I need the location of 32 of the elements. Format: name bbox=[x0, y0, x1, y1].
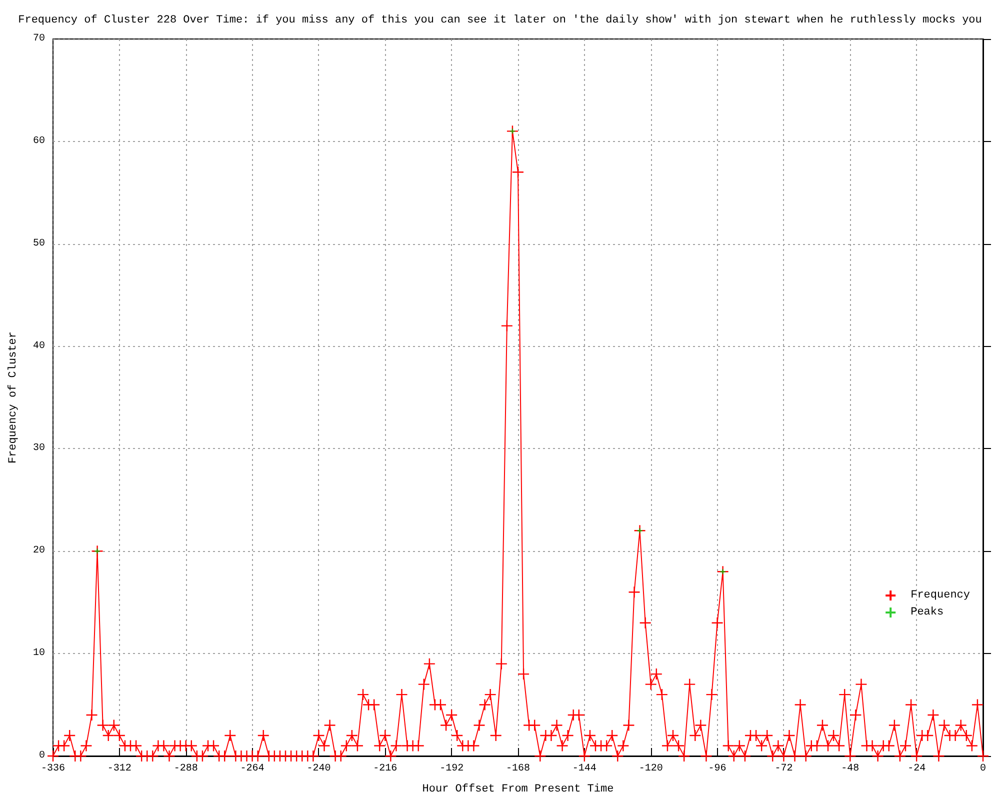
x-tick-label: -72 bbox=[774, 764, 793, 774]
x-tick-label: -216 bbox=[373, 764, 398, 774]
y-tick-label: 60 bbox=[32, 136, 45, 147]
point bbox=[94, 548, 100, 554]
legend-label: Peaks bbox=[910, 606, 944, 618]
y-tick-label: 50 bbox=[32, 238, 45, 250]
y-tick-label: 30 bbox=[32, 443, 45, 454]
point bbox=[636, 528, 643, 534]
x-tick-label: -336 bbox=[40, 764, 66, 774]
x-tick-label: 0 bbox=[980, 764, 986, 774]
x-tick-label: -312 bbox=[107, 764, 132, 774]
x-tick-label: -96 bbox=[708, 764, 726, 774]
y-tick-label: 70 bbox=[32, 34, 45, 44]
y-axis-title: Frequency of Cluster bbox=[8, 331, 20, 464]
x-axis-title: Hour Offset From Present Time bbox=[422, 784, 614, 796]
x-tick-label: -264 bbox=[240, 764, 264, 774]
x-tick-label: -120 bbox=[638, 764, 663, 774]
x-tick-label: -288 bbox=[174, 764, 198, 774]
y-tick-label: 0 bbox=[38, 750, 45, 762]
x-tick-label: -192 bbox=[440, 764, 464, 774]
x-tick-label: -168 bbox=[506, 764, 530, 774]
x-tick-label: -240 bbox=[306, 764, 331, 774]
x-tick-label: -48 bbox=[841, 764, 860, 774]
y-tick-label: 20 bbox=[32, 546, 45, 557]
legend-label: Frequency bbox=[910, 590, 970, 602]
point bbox=[509, 128, 516, 134]
chart-title: Frequency of Cluster 228 Over Time: if you miss any of this you can see it later on 'the daily show' with jon stewart when he ruthlessly mocks you bbox=[18, 14, 982, 26]
y-tick-label: 10 bbox=[32, 648, 45, 660]
point bbox=[720, 568, 726, 575]
x-tick-label: -144 bbox=[572, 764, 596, 774]
x-tick-label: -24 bbox=[908, 764, 926, 774]
y-tick-label: 40 bbox=[32, 340, 45, 352]
